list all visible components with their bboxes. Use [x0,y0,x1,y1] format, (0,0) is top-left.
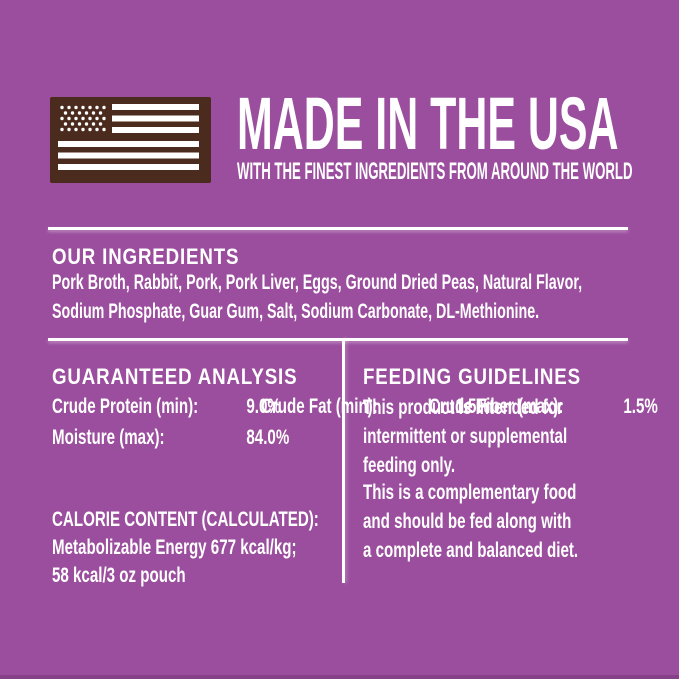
analysis-row: Crude Protein (min): 9.0% [52,391,281,422]
bottom-edge-shadow [0,675,679,679]
header-subtitle: WITH THE FINEST INGREDIENTS FROM AROUND … [237,158,633,185]
calorie-content-line: 58 kcal/3 oz pouch [52,564,186,587]
ingredients-text: Pork Broth, Rabbit, Pork, Pork Liver, Eg… [52,268,679,326]
feeding-paragraph-line: This product is intended for [363,396,563,419]
ingredients-heading: OUR INGREDIENTS [52,244,240,269]
feeding-paragraph-line: and should be fed along with [363,510,572,533]
analysis-row-value: 1.5% [623,395,658,418]
analysis-row-label: Crude Fat (min): [260,395,378,418]
feeding-paragraph-line: a complete and balanced diet. [363,539,579,562]
calorie-content: CALORIE CONTENT (CALCULATED): Metaboliza… [52,506,423,590]
column-divider [342,338,345,583]
analysis-row-label: Crude Fiber (max): [428,395,564,418]
ingredients-line: Sodium Phosphate, Guar Gum, Salt, Sodium… [52,300,540,323]
guaranteed-analysis-heading: GUARANTEED ANALYSIS [52,364,298,389]
feeding-paragraph: This product is intended for intermitten… [363,393,647,480]
feeding-paragraph: This is a complementary food and should … [363,478,662,565]
made-in-usa-title: MADE IN THE USA [237,82,619,165]
analysis-row: Crude Fat (min): 1.5% [260,391,490,422]
analysis-row-label: Moisture (max): [52,426,165,449]
feeding-paragraph-line: intermittent or supplemental [363,425,568,448]
feeding-guidelines-heading: FEEDING GUIDELINES [363,364,581,389]
analysis-row: Moisture (max): 84.0% [52,422,289,453]
usa-flag-icon [50,97,211,183]
guaranteed-analysis-table: Crude Protein (min): 9.0% Crude Fat (min… [52,391,679,453]
analysis-row-label: Crude Protein (min): [52,395,199,418]
calorie-content-line: Metabolizable Energy 677 kcal/kg; [52,536,297,559]
analysis-row-value: 1.5% [455,395,490,418]
feeding-paragraph-line: This is a complementary food [363,481,577,504]
feeding-paragraph-line: feeding only. [363,454,456,477]
analysis-row-value: 9.0% [246,395,281,418]
analysis-row-value: 84.0% [246,426,290,449]
analysis-row: Crude Fiber (max): 1.5% [428,391,658,422]
calorie-content-heading: CALORIE CONTENT (CALCULATED): [52,508,319,531]
ingredients-line: Pork Broth, Rabbit, Pork, Pork Liver, Eg… [52,271,583,294]
top-divider [48,227,628,230]
middle-divider [48,338,628,341]
